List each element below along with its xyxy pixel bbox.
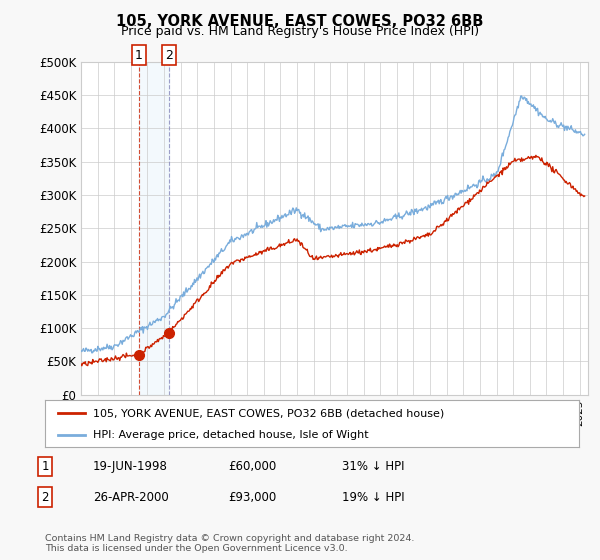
Text: 19% ↓ HPI: 19% ↓ HPI	[342, 491, 404, 504]
Text: HPI: Average price, detached house, Isle of Wight: HPI: Average price, detached house, Isle…	[93, 430, 368, 440]
Text: 19-JUN-1998: 19-JUN-1998	[93, 460, 168, 473]
Text: 105, YORK AVENUE, EAST COWES, PO32 6BB: 105, YORK AVENUE, EAST COWES, PO32 6BB	[116, 14, 484, 29]
Text: Contains HM Land Registry data © Crown copyright and database right 2024.
This d: Contains HM Land Registry data © Crown c…	[45, 534, 415, 553]
Text: Price paid vs. HM Land Registry's House Price Index (HPI): Price paid vs. HM Land Registry's House …	[121, 25, 479, 38]
Bar	[139, 62, 169, 395]
Text: £60,000: £60,000	[228, 460, 276, 473]
Text: 1: 1	[135, 49, 143, 62]
Text: 2: 2	[166, 49, 173, 62]
Text: 31% ↓ HPI: 31% ↓ HPI	[342, 460, 404, 473]
Text: £93,000: £93,000	[228, 491, 276, 504]
Text: 2: 2	[41, 491, 49, 504]
Text: 26-APR-2000: 26-APR-2000	[93, 491, 169, 504]
Text: 105, YORK AVENUE, EAST COWES, PO32 6BB (detached house): 105, YORK AVENUE, EAST COWES, PO32 6BB (…	[93, 408, 445, 418]
Text: 1: 1	[41, 460, 49, 473]
